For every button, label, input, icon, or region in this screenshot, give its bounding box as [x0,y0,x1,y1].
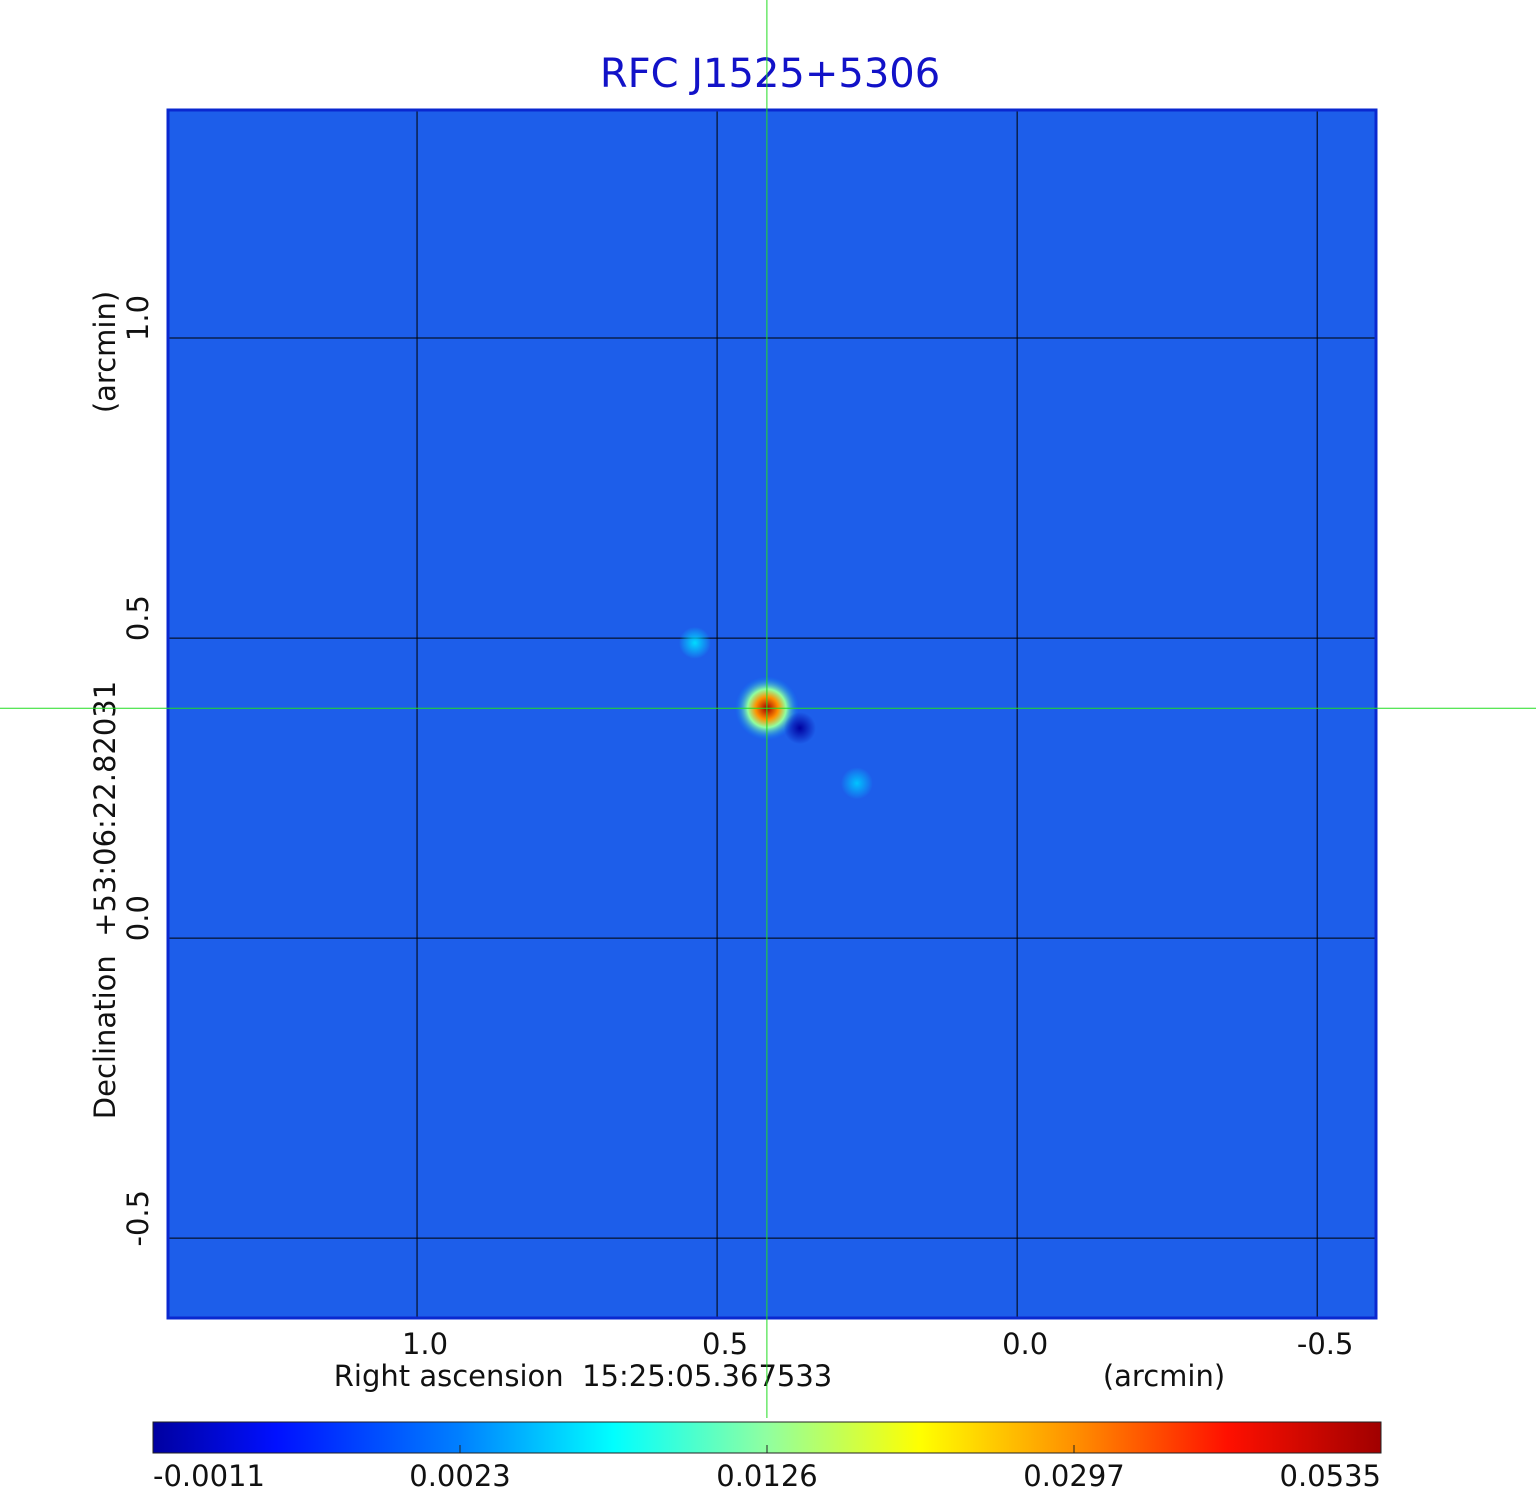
source [840,767,873,800]
y-axis-unit: (arcmin) [88,291,122,413]
x-tick-label: -0.5 [1297,1327,1354,1361]
colorbar-tick-label: -0.0011 [153,1459,265,1493]
x-tick-label: 1.0 [402,1327,448,1361]
y-tick-label: -0.5 [121,1190,155,1247]
colorbar-tick-label: 0.0535 [1280,1459,1381,1493]
colorbar-tick-label: 0.0126 [716,1459,817,1493]
x-axis-label: Right ascension 15:25:05.367533 [334,1359,833,1393]
chart-title: RFC J1525+5306 [600,51,940,97]
x-tick-label: 0.5 [702,1327,748,1361]
x-axis-unit: (arcmin) [1103,1359,1225,1393]
plot-frame [166,108,1378,1320]
y-tick-label: 1.0 [121,295,155,341]
colorbar-tick-label: 0.0023 [409,1459,510,1493]
colorbar-tick-label: 0.0297 [1023,1459,1124,1493]
source [678,626,711,659]
x-tick-label: 0.0 [1002,1327,1048,1361]
y-axis-label: Declination +53:06:22.82031 [88,681,122,1119]
y-tick-label: 0.5 [121,595,155,641]
y-tick-label: 0.0 [121,895,155,941]
source [783,712,816,745]
